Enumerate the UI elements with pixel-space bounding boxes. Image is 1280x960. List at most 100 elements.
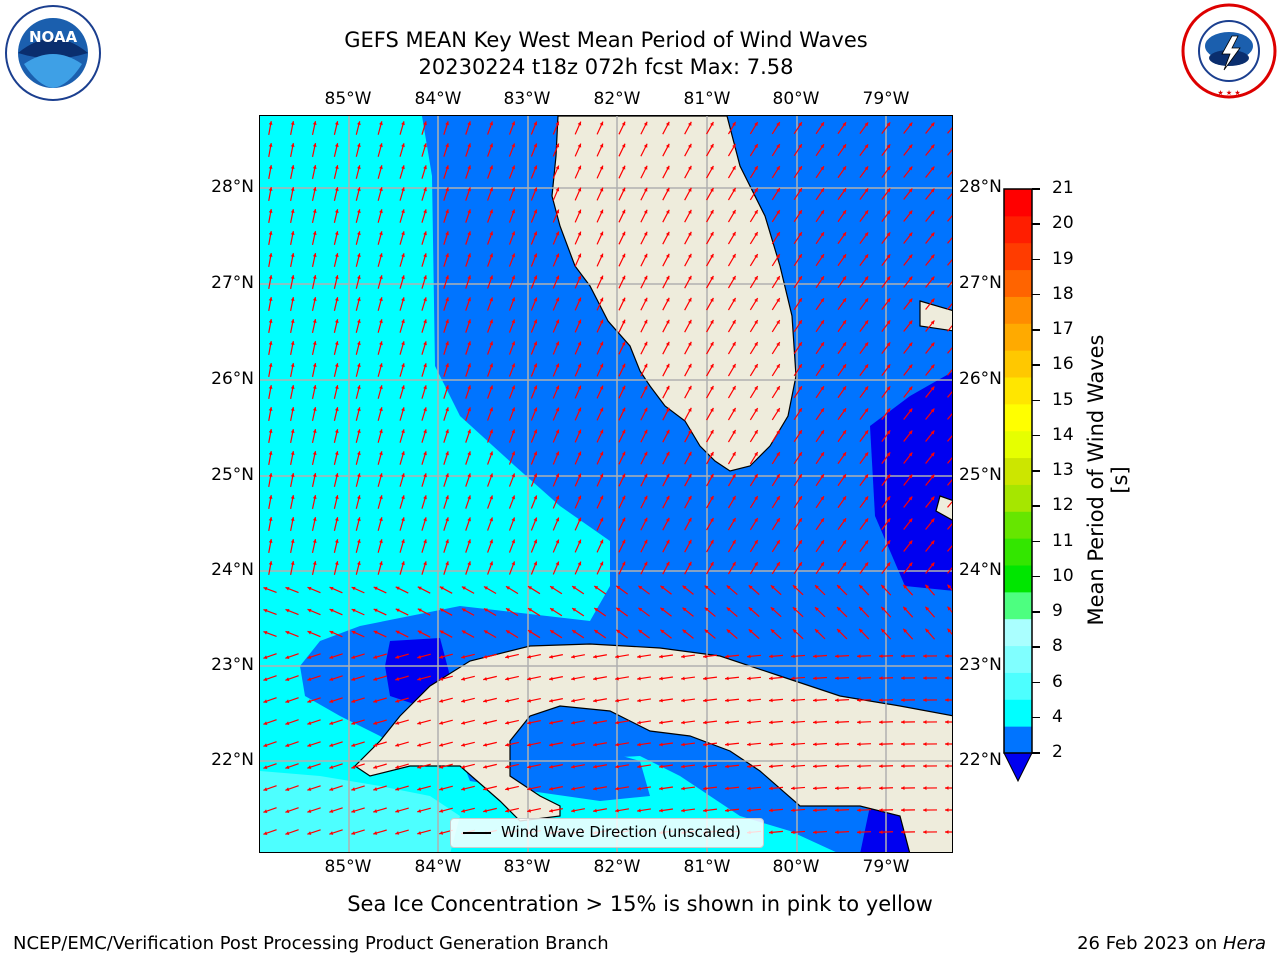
wind-wave-arrowhead bbox=[593, 654, 597, 659]
wind-wave-arrowhead bbox=[710, 539, 714, 544]
wind-wave-arrowhead bbox=[769, 698, 773, 703]
wind-wave-arrowhead bbox=[930, 430, 935, 435]
wind-wave-arrowhead bbox=[290, 341, 295, 345]
footer-machine: Hera bbox=[1222, 933, 1266, 954]
wind-wave-arrowhead bbox=[879, 676, 883, 681]
wind-wave-arrowhead bbox=[776, 518, 780, 523]
wind-wave-arrowhead bbox=[329, 677, 334, 681]
wind-wave-arrowhead bbox=[886, 320, 891, 325]
wind-wave-arrowhead bbox=[710, 275, 714, 280]
wind-wave-arrowhead bbox=[930, 408, 935, 413]
wind-wave-arrowhead bbox=[732, 407, 736, 412]
wind-wave-arrowhead bbox=[533, 209, 538, 214]
wind-wave-arrowhead bbox=[445, 341, 449, 346]
wind-wave-arrowhead bbox=[549, 764, 553, 769]
wind-wave-arrowhead bbox=[290, 407, 295, 411]
wind-wave-arrowhead bbox=[857, 654, 861, 659]
wind-wave-arrowhead bbox=[687, 451, 692, 456]
wind-wave-arrowhead bbox=[754, 232, 758, 237]
wind-wave-arrowhead bbox=[489, 187, 493, 192]
wind-wave-arrowhead bbox=[599, 165, 604, 170]
wind-wave-arrowhead bbox=[710, 451, 714, 456]
wind-wave-arrowhead bbox=[710, 143, 714, 148]
wind-wave-arrowhead bbox=[703, 720, 707, 725]
wave-period-map bbox=[259, 115, 953, 853]
wind-wave-arrowhead bbox=[886, 408, 891, 413]
wind-wave-arrowhead bbox=[864, 254, 869, 259]
wind-wave-arrowhead bbox=[798, 562, 802, 567]
wind-wave-arrowhead bbox=[505, 676, 510, 681]
wind-wave-arrowhead bbox=[401, 297, 405, 302]
wind-wave-arrowhead bbox=[864, 408, 869, 413]
wind-wave-arrowhead bbox=[732, 297, 736, 302]
colorbar-segment bbox=[1004, 350, 1032, 378]
wind-wave-arrowhead bbox=[665, 231, 670, 236]
wind-wave-arrowhead bbox=[864, 320, 869, 325]
wind-wave-arrowhead bbox=[637, 786, 641, 791]
wind-wave-arrowhead bbox=[461, 808, 466, 813]
lon-label-top: 79°W bbox=[862, 89, 910, 109]
wind-wave-arrowhead bbox=[710, 319, 714, 324]
wind-wave-arrowhead bbox=[401, 319, 405, 324]
wind-wave-arrowhead bbox=[813, 808, 817, 813]
wind-wave-arrowhead bbox=[747, 742, 751, 747]
wind-wave-arrowhead bbox=[886, 232, 891, 237]
wind-wave-arrowhead bbox=[489, 231, 493, 236]
colorbar-tick-mark bbox=[1032, 611, 1040, 613]
wind-wave-arrowhead bbox=[577, 319, 582, 324]
wind-wave-arrowhead bbox=[776, 144, 780, 149]
wind-wave-arrowhead bbox=[268, 495, 273, 499]
wind-wave-arrowhead bbox=[439, 721, 444, 725]
wind-wave-arrowhead bbox=[842, 496, 847, 501]
wind-wave-arrowhead bbox=[533, 451, 538, 456]
wind-wave-arrowhead bbox=[637, 720, 641, 725]
wind-wave-arrowhead bbox=[643, 253, 648, 258]
wind-wave-arrowhead bbox=[886, 188, 891, 193]
wind-wave-arrowhead bbox=[555, 209, 560, 214]
wind-wave-arrowhead bbox=[290, 143, 295, 147]
colorbar-segment bbox=[1004, 699, 1032, 727]
colorbar-segment bbox=[1004, 457, 1032, 485]
wind-wave-arrowhead bbox=[820, 342, 824, 347]
wind-wave-arrowhead bbox=[791, 764, 795, 769]
wind-wave-arrowhead bbox=[593, 764, 597, 769]
wind-wave-arrowhead bbox=[423, 187, 427, 192]
wind-wave-arrowhead bbox=[445, 319, 449, 324]
footer-date: 26 Feb 2023 on Hera bbox=[1077, 933, 1266, 954]
wind-wave-arrowhead bbox=[351, 630, 356, 635]
wind-wave-arrowhead bbox=[798, 144, 802, 149]
wind-wave-arrowhead bbox=[754, 452, 758, 457]
wind-wave-arrowhead bbox=[511, 275, 516, 280]
wind-wave-arrowhead bbox=[621, 385, 626, 390]
wind-wave-arrowhead bbox=[417, 677, 422, 681]
wind-wave-arrowhead bbox=[417, 699, 422, 703]
wind-wave-arrowhead bbox=[901, 698, 905, 702]
wind-wave-arrowhead bbox=[621, 407, 626, 412]
wind-wave-arrowhead bbox=[621, 231, 626, 236]
colorbar-label-wrap: Mean Period of Wind Waves [s] bbox=[1084, 335, 1132, 626]
wind-wave-arrowhead bbox=[577, 363, 582, 368]
wind-wave-arrow bbox=[947, 369, 952, 376]
wind-wave-arrowhead bbox=[439, 630, 444, 635]
wind-wave-arrowhead bbox=[356, 495, 361, 500]
wind-wave-arrowhead bbox=[511, 451, 516, 456]
wind-wave-arrowhead bbox=[842, 452, 847, 457]
colorbar-segment bbox=[1004, 538, 1032, 566]
wind-wave-arrowhead bbox=[593, 742, 597, 747]
wind-wave-arrowhead bbox=[395, 699, 400, 703]
wind-wave-arrowhead bbox=[776, 386, 780, 391]
wind-wave-arrowhead bbox=[930, 122, 935, 127]
map-legend: Wind Wave Direction (unscaled) bbox=[450, 818, 764, 848]
wind-wave-arrowhead bbox=[703, 786, 707, 791]
wind-wave-arrowhead bbox=[467, 231, 471, 236]
wind-wave-arrowhead bbox=[665, 209, 670, 214]
wind-wave-arrowhead bbox=[864, 430, 869, 435]
wind-wave-arrowhead bbox=[726, 607, 731, 612]
wind-wave-arrowhead bbox=[263, 655, 268, 659]
wind-wave-arrowhead bbox=[820, 452, 824, 457]
wind-wave-arrow bbox=[947, 171, 952, 178]
wind-wave-arrowhead bbox=[268, 385, 273, 389]
wind-wave-arrowhead bbox=[930, 364, 935, 369]
wind-wave-arrowhead bbox=[681, 720, 685, 725]
wind-wave-arrowhead bbox=[489, 473, 493, 478]
